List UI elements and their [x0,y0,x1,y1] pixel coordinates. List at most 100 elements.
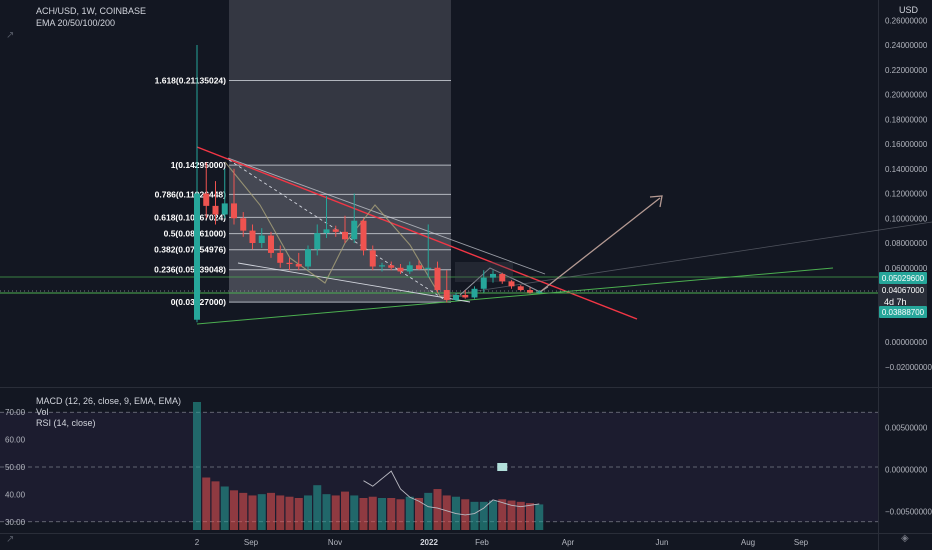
candle-body [323,229,330,234]
volume-bar [396,499,405,530]
candle-body [194,193,200,320]
candle-body [508,281,515,287]
candle-body [240,218,247,231]
price-tick-label: 0.16000000 [885,140,928,149]
time-tick-label: Feb [475,538,489,547]
settings-icon[interactable]: ◈ [901,533,909,544]
price-badge-bg [879,284,927,296]
price-tick-label: 0.26000000 [885,16,928,25]
price-tick-label: 0.10000000 [885,214,928,223]
volume-bar [470,501,479,530]
price-badge-label: 0.04067000 [882,286,925,295]
volume-bar [516,501,525,530]
volume-bar [313,485,322,530]
price-tick-label: 0.12000000 [885,190,928,199]
candle-body [388,265,395,268]
candle-body [462,294,469,298]
candle-body [425,267,432,269]
macd-tick-label: 0.00500000 [885,424,928,433]
candle-body [268,235,274,253]
resistance-trendline [196,146,638,320]
time-tick-label: Sep [244,538,259,547]
time-tick-label: Apr [562,538,575,547]
ema-indicator-label[interactable]: EMA 20/50/100/200 [36,18,116,28]
volume-bar [304,495,312,530]
candle-body [212,205,219,215]
volume-bar [498,499,507,530]
candle-body [406,265,413,272]
price-tick-label: 0.18000000 [885,115,928,124]
volume-bar [479,501,488,530]
expand-arrow-icon-lower[interactable]: ↗ [6,534,15,545]
volume-bar [359,498,368,530]
candle-body [397,267,404,272]
rsi-tick-label: 30.00 [5,518,26,527]
macd-tick-label: −0.00500000 [885,508,932,517]
candle-body [295,264,302,267]
volume-bar [535,504,544,530]
countdown-label: 4d 7h [884,297,907,307]
candle-body [527,290,533,293]
volume-bar [202,477,211,530]
volume-bar [415,498,423,530]
rsi-line [363,470,540,516]
rsi-tick-label: 70.00 [5,408,26,417]
expand-arrow-icon[interactable]: ↗ [6,30,15,41]
rsi-indicator-label[interactable]: RSI (14, close) [36,418,96,428]
rsi-tick-label: 40.00 [5,490,26,499]
candle-body [360,220,367,251]
candle-body [443,290,450,300]
volume-indicator-label[interactable]: Vol [36,407,49,417]
volume-bar [489,500,497,530]
volume-bar [368,496,377,530]
macd-tick-label: 0.00000000 [885,466,928,475]
price-tick-label: 0.24000000 [885,41,928,50]
candle-body [221,203,228,215]
candle-body [351,220,358,240]
volume-bar [424,492,433,530]
countdown-badge-bg [879,295,927,306]
candle-body [305,249,311,267]
volume-bar [341,491,349,530]
candle-body [499,273,506,282]
symbol-title[interactable]: ACH/USD, 1W, COINBASE [36,6,147,16]
volume-bar [526,503,534,530]
price-badge-label: 0.05029600 [882,274,925,283]
volume-bar [230,490,238,530]
candle-body [258,235,265,243]
candle-body [231,203,237,219]
candle-body [369,250,376,267]
time-tick-label: 2022 [420,538,438,547]
price-tick-label: −0.02000000 [885,363,932,372]
candle-body [471,288,478,298]
fib-level-label: 0.236(0.05839048) [154,265,226,275]
volume-bar [248,495,257,530]
volume-bar [322,494,331,530]
fib-level-label: 0.382(0.07454976) [154,245,226,255]
time-tick-label: Nov [328,538,342,547]
fib-level-label: 1.618(0.21135024) [155,75,227,85]
candle-body [416,265,422,269]
price-tick-label: 0.08000000 [885,239,928,248]
candle-body [517,286,524,291]
volume-bar [220,486,229,530]
volume-bar [507,500,516,530]
price-badge-bg [879,272,927,284]
price-badge-bg [879,306,927,318]
projection-arrow [539,197,661,293]
fib-level-label: 0.786(0.11926448) [155,189,227,199]
candle-body [434,267,441,291]
time-tick-label: Jun [656,538,669,547]
rsi-tick-label: 60.00 [5,436,26,445]
macd-indicator-label[interactable]: MACD (12, 26, close, 9, EMA, EMA) [36,396,182,406]
candle-body [453,294,459,300]
time-tick-label: Sep [794,538,809,547]
channel-upper-line [227,157,546,275]
volume-bar [294,498,303,530]
projection-arrowhead [649,195,663,208]
volume-bar [267,492,275,530]
volume-bar [378,498,386,530]
volume-bar [239,492,248,530]
